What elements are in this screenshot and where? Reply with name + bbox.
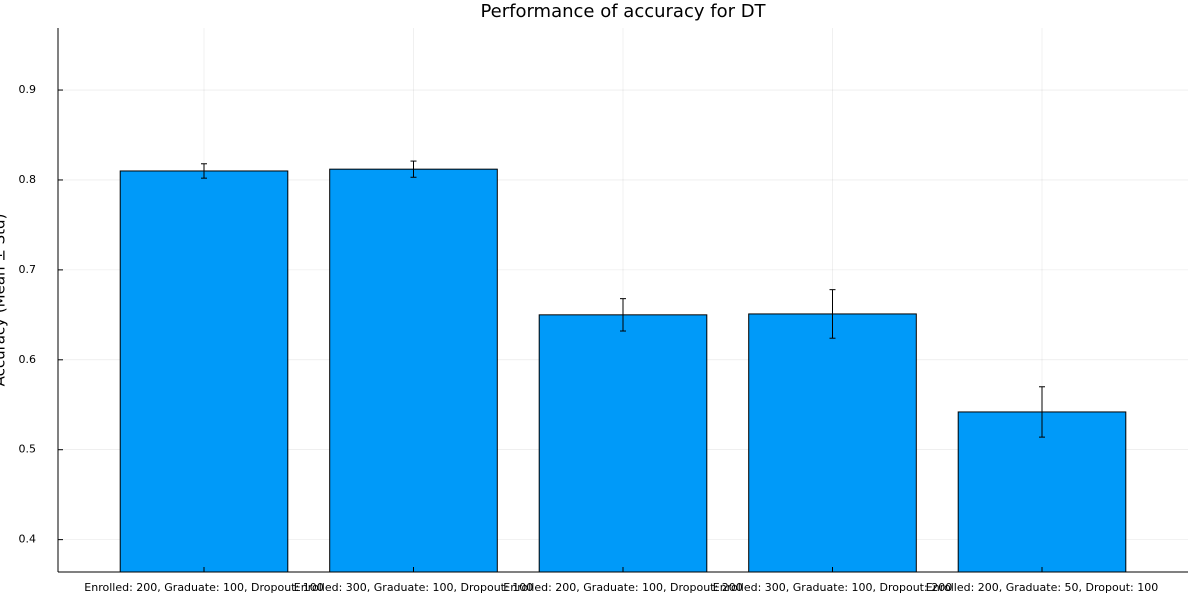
y-tick-label: 0.5 xyxy=(19,443,37,456)
x-tick-label: Enrolled: 200, Graduate: 100, Dropout: 1… xyxy=(84,581,323,594)
y-tick-label: 0.9 xyxy=(19,83,37,96)
y-tick-label: 0.8 xyxy=(19,173,37,186)
y-tick-label: 0.6 xyxy=(19,353,37,366)
y-tick-label: 0.7 xyxy=(19,263,37,276)
bar xyxy=(119,170,289,573)
x-tick-label: Enrolled: 200, Graduate: 50, Dropout: 10… xyxy=(926,581,1158,594)
bar xyxy=(329,168,498,573)
x-tick-label: Enrolled: 300, Graduate: 100, Dropout: 2… xyxy=(713,581,952,594)
bar xyxy=(957,411,1127,573)
y-axis-label: Accuracy (Mean ± Std) xyxy=(0,214,9,387)
x-tick-label: Enrolled: 200, Graduate: 100, Dropout: 2… xyxy=(503,581,742,594)
bar xyxy=(538,314,708,573)
x-tick-label: Enrolled: 300, Graduate: 100, Dropout: 1… xyxy=(294,581,533,594)
bar xyxy=(748,313,917,573)
chart-title: Performance of accuracy for DT xyxy=(480,1,766,22)
y-tick-label: 0.4 xyxy=(19,533,37,546)
